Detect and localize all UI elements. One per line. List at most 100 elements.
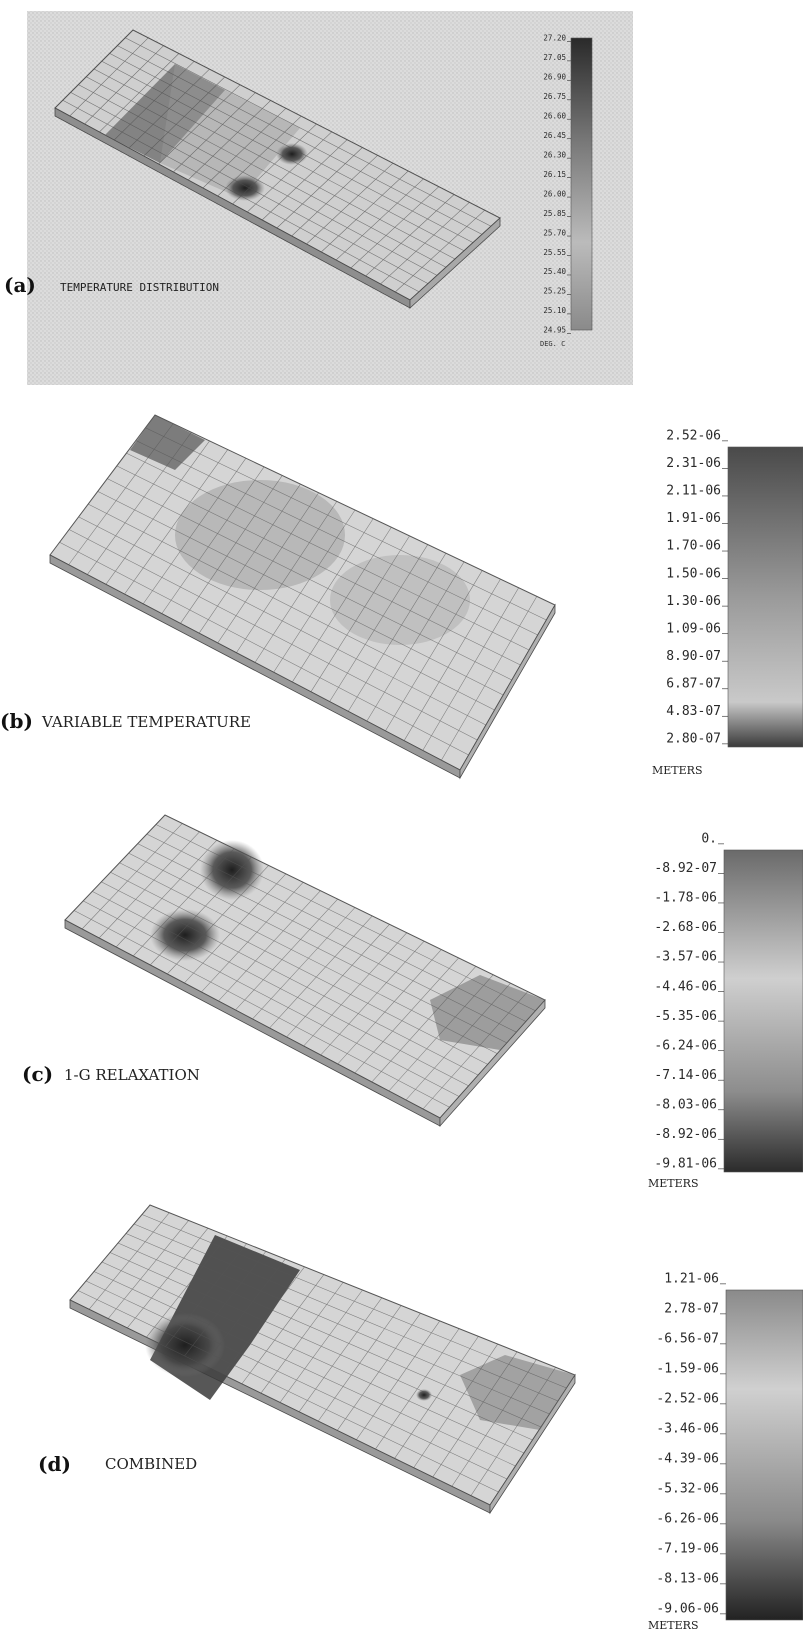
panel-d-mesh-line <box>165 1243 247 1347</box>
panel-b-mesh-line <box>459 604 556 771</box>
panel-a-mesh-line <box>409 217 501 301</box>
panel-c-mesh-line <box>371 966 477 1083</box>
panel-d-legend-label: -8.13-06 <box>656 1572 719 1587</box>
panel-b-mesh-line <box>273 518 374 673</box>
panel-c-legend-label: -4.46-06 <box>654 979 717 994</box>
panel-a-legend: 27.20 27.05 26.90 26.75 26.60 26.45 26.30 26.15… <box>540 34 593 348</box>
panel-b-legend-label: 2.52-06 <box>666 429 721 444</box>
panel-a-mesh <box>54 29 501 301</box>
panel-a-legend-label: 25.10 <box>543 306 566 315</box>
panel-a-legend-label: 26.75 <box>543 92 566 101</box>
panel-b-mesh-line <box>310 535 410 692</box>
panel-a-mesh-line <box>217 115 302 197</box>
panel-a-mesh-line <box>113 61 195 141</box>
panel-d-mesh-line <box>127 1228 209 1329</box>
panel-a-mesh-line <box>321 170 409 253</box>
panel-c-mesh-line <box>439 999 546 1119</box>
panel-d-mesh-line <box>298 1297 383 1412</box>
panel-c-mesh-line <box>235 898 338 1011</box>
panel-a-mesh-line <box>69 37 149 117</box>
panel-b-legend-label: 4.83-07 <box>666 704 721 719</box>
panel-b-mesh-line <box>142 458 247 605</box>
panel-c-mesh-line <box>132 848 235 957</box>
panel-d-legend: 1.21-06 2.78-07 -6.56-07 -1.59-06 -2.52-06 -3… <box>648 1272 803 1632</box>
panel-b-legend-label: 2.80-07 <box>666 732 721 747</box>
panel-a-mid-band <box>160 64 300 198</box>
panel-a-legend-label: 26.00 <box>543 189 566 198</box>
panel-c-mesh-line <box>269 915 373 1029</box>
panel-d-end-band <box>460 1355 575 1430</box>
panel-a-hotspot-2 <box>225 175 265 201</box>
panel-a-legend-label: 27.05 <box>543 53 566 62</box>
panel-a-mesh-line <box>143 76 225 157</box>
panel-b-tag: (b) <box>0 709 33 733</box>
panel-c-mesh-line <box>81 823 183 930</box>
panel-d-mesh-line <box>279 1289 363 1403</box>
panel-b-mesh-line <box>198 483 301 634</box>
panel-a-mesh-line <box>276 147 363 229</box>
panel-b-mesh-line <box>366 561 465 722</box>
panel-c-mesh-line <box>184 873 287 984</box>
panel-a-legend-label: 25.40 <box>543 267 566 276</box>
panel-d-mesh-line <box>394 1336 479 1459</box>
panel-b-mesh-line <box>385 570 483 732</box>
panel-c-mesh-line <box>388 974 494 1092</box>
panel-a-mesh-line <box>173 92 256 173</box>
panel-d-mesh-line <box>470 1367 556 1496</box>
panel-c-tag: (c) <box>22 1062 53 1086</box>
panel-b-mesh-line <box>403 578 501 741</box>
panel-d-mesh-line <box>413 1343 498 1468</box>
panel-d-mesh-line <box>69 1204 151 1301</box>
panel-c-mesh-line <box>167 865 269 975</box>
panel-a-mesh-line <box>158 84 241 165</box>
panel-b-mesh-line <box>105 440 210 585</box>
panel-b-mesh-line <box>422 587 519 751</box>
panel-b-mesh-line <box>292 527 392 683</box>
panel-d-legend-label: -7.19-06 <box>656 1542 719 1557</box>
panel-c-mesh-line <box>201 882 304 993</box>
panel-c-legend-label: -8.92-07 <box>654 861 717 876</box>
panel-c-mesh-line <box>337 949 442 1065</box>
panel-b-legend-label: 2.11-06 <box>666 484 721 499</box>
panel-a-legend-label: 25.25 <box>543 287 566 296</box>
panel-d-tag: (d) <box>38 1452 71 1476</box>
panel-d-mesh-line <box>222 1266 305 1375</box>
panel-d-small-spot <box>416 1389 432 1401</box>
panel-c-sag-1 <box>200 840 264 900</box>
panel-d-colorbar <box>725 1289 803 1621</box>
panel-d-caption: COMBINED <box>105 1455 197 1473</box>
panel-b-mesh-line <box>254 509 356 663</box>
panel-b-mesh-line <box>329 544 428 702</box>
panel-b-legend-label: 1.70-06 <box>666 539 721 554</box>
panel-a-legend-label: 25.70 <box>543 228 566 237</box>
panel-c-legend-label: -1.78-06 <box>654 891 717 906</box>
panel-b: 2.52-06 2.31-06 2.11-06 1.91-06 1.70-06 1.50-… <box>0 414 803 780</box>
panel-c-mesh-line <box>98 831 200 939</box>
panel-c-mesh-line <box>320 940 425 1056</box>
panel-c-mesh <box>64 814 546 1119</box>
panel-c-legend-label: -7.14-06 <box>654 1068 717 1083</box>
panel-d-mesh-line <box>241 1274 325 1385</box>
panel-c-colorbar <box>723 849 803 1173</box>
panel-b-shade-1 <box>175 480 345 590</box>
panel-a-mesh-line <box>395 209 485 293</box>
panel-d-unit: METERS <box>648 1619 698 1632</box>
panel-a-dark-band <box>105 64 225 163</box>
panel-a-mesh-line <box>261 139 348 221</box>
panel-a-mesh-line <box>306 162 394 245</box>
panel-b-legend-label: 1.09-06 <box>666 621 721 636</box>
panel-c-legend-label: 0. <box>701 832 717 847</box>
panel-c-mesh-line <box>115 840 218 948</box>
panel-b-mesh-line <box>236 501 338 653</box>
panel-a-mesh-line <box>247 131 332 213</box>
panel-c-unit: METERS <box>648 1177 698 1190</box>
panel-c-end-band <box>430 975 545 1050</box>
panel-d-legend-label: -4.39-06 <box>656 1452 719 1467</box>
panel-b-mesh-line <box>180 475 283 624</box>
panel-b-colorbar <box>727 446 803 748</box>
panel-c-mesh-line <box>405 982 511 1101</box>
panel-b-mesh-line <box>441 596 538 761</box>
panel-c-legend-label: -3.57-06 <box>654 950 717 965</box>
panel-d-mesh-line <box>317 1305 402 1422</box>
panel-b-legend-label: 1.30-06 <box>666 594 721 609</box>
